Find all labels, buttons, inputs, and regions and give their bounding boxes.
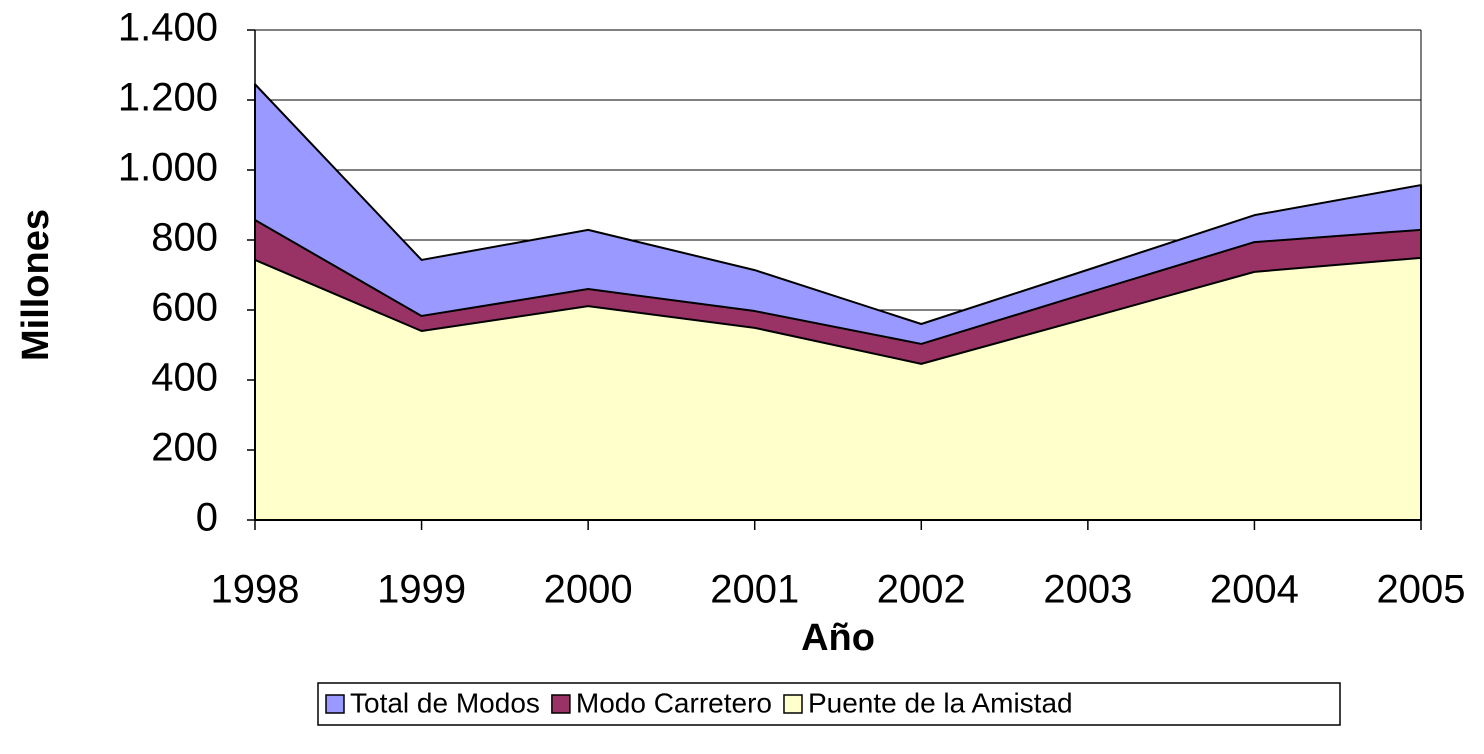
x-tick-label: 2003 bbox=[1043, 568, 1132, 612]
x-axis-title: Año bbox=[801, 617, 875, 659]
x-tick-label: 2004 bbox=[1210, 568, 1299, 612]
x-tick-label: 2001 bbox=[710, 568, 799, 612]
y-tick-label: 1.000 bbox=[118, 146, 218, 190]
legend-swatch bbox=[783, 694, 803, 714]
y-tick-label: 800 bbox=[151, 216, 218, 260]
x-tick-label: 1999 bbox=[377, 568, 466, 612]
y-tick-label: 1.200 bbox=[118, 76, 218, 120]
y-tick-label: 0 bbox=[196, 496, 218, 540]
legend-label: Puente de la Amistad bbox=[808, 687, 1073, 718]
y-axis-title: Millones bbox=[15, 209, 57, 361]
legend-label: Modo Carretero bbox=[576, 687, 772, 718]
y-tick-label: 400 bbox=[151, 356, 218, 400]
y-tick-label: 1.400 bbox=[118, 6, 218, 50]
legend-box bbox=[317, 682, 1341, 726]
y-tick-label: 600 bbox=[151, 286, 218, 330]
legend-swatch bbox=[551, 694, 571, 714]
y-tick-label: 200 bbox=[151, 426, 218, 470]
x-tick-label: 1998 bbox=[211, 568, 300, 612]
legend-swatch bbox=[325, 694, 345, 714]
x-tick-label: 2000 bbox=[544, 568, 633, 612]
legend-label: Total de Modos bbox=[350, 687, 540, 718]
x-tick-label: 2002 bbox=[877, 568, 966, 612]
x-tick-label: 2005 bbox=[1377, 568, 1466, 612]
